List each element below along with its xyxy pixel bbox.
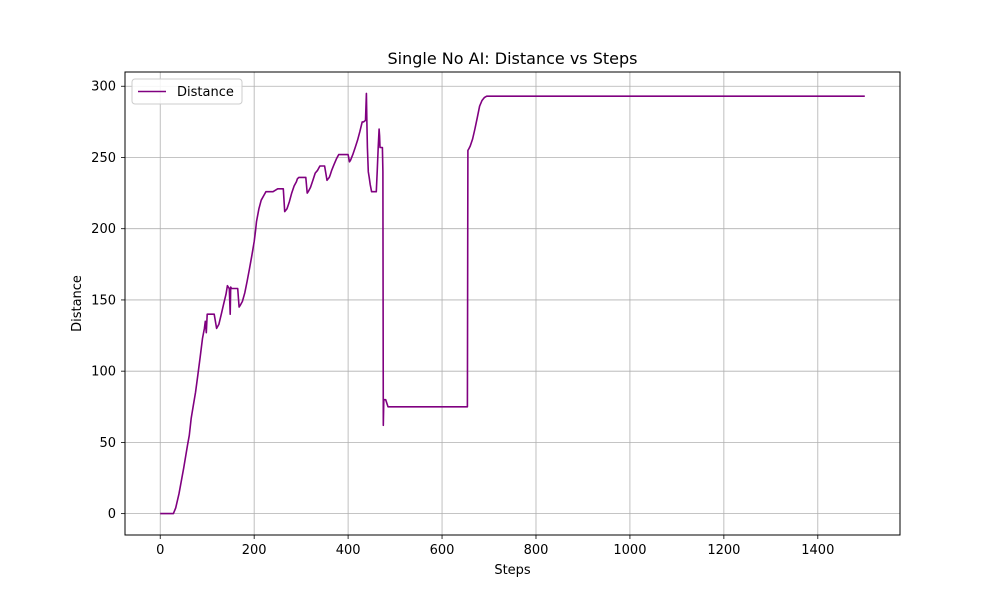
chart-title: Single No AI: Distance vs Steps bbox=[388, 49, 638, 68]
x-tick-label: 400 bbox=[336, 543, 361, 558]
y-tick-label: 0 bbox=[108, 507, 116, 522]
y-tick-label: 150 bbox=[91, 293, 116, 308]
axis-ticks: 0 200 400 600 800 1000 1200 1400 0 50 100 150 200 250… bbox=[91, 80, 834, 558]
x-tick-label: 800 bbox=[524, 543, 549, 558]
y-tick-label: 50 bbox=[99, 436, 116, 451]
x-tick-label: 600 bbox=[430, 543, 455, 558]
x-tick-label: 1000 bbox=[613, 543, 646, 558]
legend-box bbox=[131, 78, 243, 105]
x-tick-label: 1400 bbox=[801, 543, 834, 558]
legend: Distance bbox=[131, 78, 243, 105]
x-axis-label: Steps bbox=[494, 563, 531, 578]
y-tick-label: 200 bbox=[91, 222, 116, 237]
y-tick-label: 100 bbox=[91, 365, 116, 380]
x-tick-label: 200 bbox=[242, 543, 267, 558]
y-tick-label: 250 bbox=[91, 151, 116, 166]
x-tick-label: 0 bbox=[156, 543, 164, 558]
y-axis-label: Distance bbox=[70, 275, 85, 332]
x-tick-label: 1200 bbox=[707, 543, 740, 558]
axes-frame bbox=[124, 71, 901, 536]
gridlines bbox=[125, 72, 900, 535]
series-line-distance bbox=[160, 92, 865, 515]
y-tick-label: 300 bbox=[91, 80, 116, 95]
legend-label: Distance bbox=[177, 85, 234, 100]
series-layer bbox=[160, 92, 865, 515]
